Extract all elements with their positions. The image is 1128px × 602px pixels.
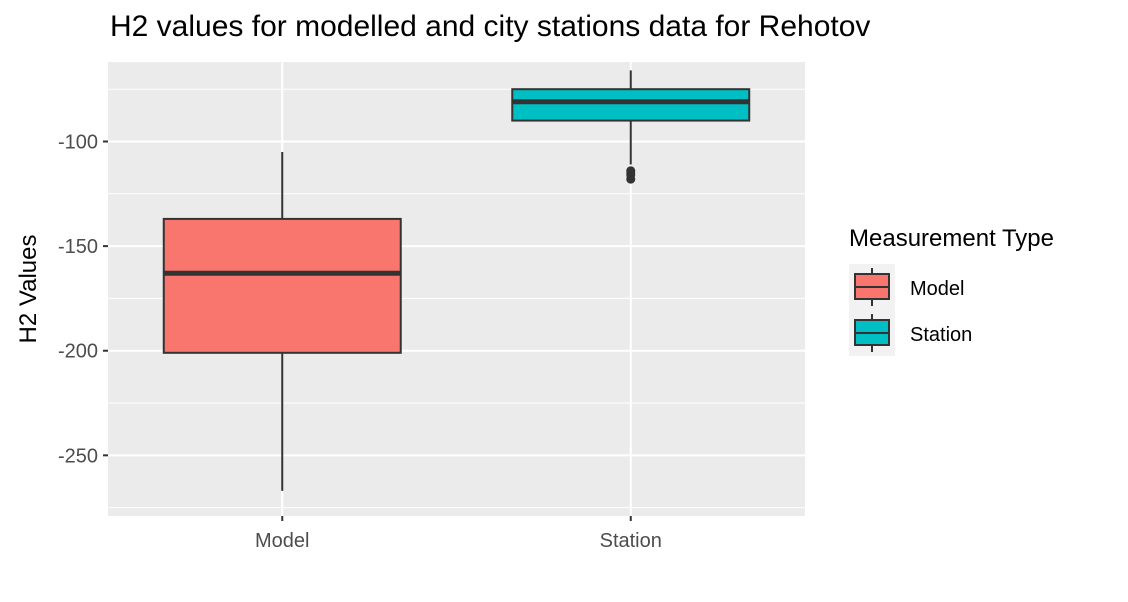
box-station: [511, 70, 751, 184]
chart-title: H2 values for modelled and city stations…: [110, 10, 871, 43]
y-tick-label: -100: [58, 132, 98, 154]
box-iqr: [162, 217, 402, 354]
y-tick-label: -200: [58, 341, 98, 363]
y-tick-label: -150: [58, 236, 98, 258]
y-axis-title: H2 Values: [15, 235, 42, 344]
outlier-point: [626, 174, 636, 184]
legend-label: Model: [910, 278, 964, 300]
legend-item-station: Station: [849, 310, 972, 356]
y-tick-label: -250: [58, 445, 98, 467]
legend-item-model: Model: [849, 264, 964, 310]
boxes: [162, 70, 751, 491]
y-axis-ticks: -100 -150 -200 -250: [58, 132, 108, 467]
legend: Model Station: [849, 264, 972, 356]
box-iqr: [511, 88, 751, 122]
x-tick-label: Station: [600, 530, 662, 552]
x-tick-label: Model: [255, 530, 309, 552]
legend-title: Measurement Type: [849, 225, 1054, 252]
x-axis-ticks: Model Station: [255, 516, 662, 552]
box-model: [162, 151, 402, 491]
legend-label: Station: [910, 324, 972, 346]
